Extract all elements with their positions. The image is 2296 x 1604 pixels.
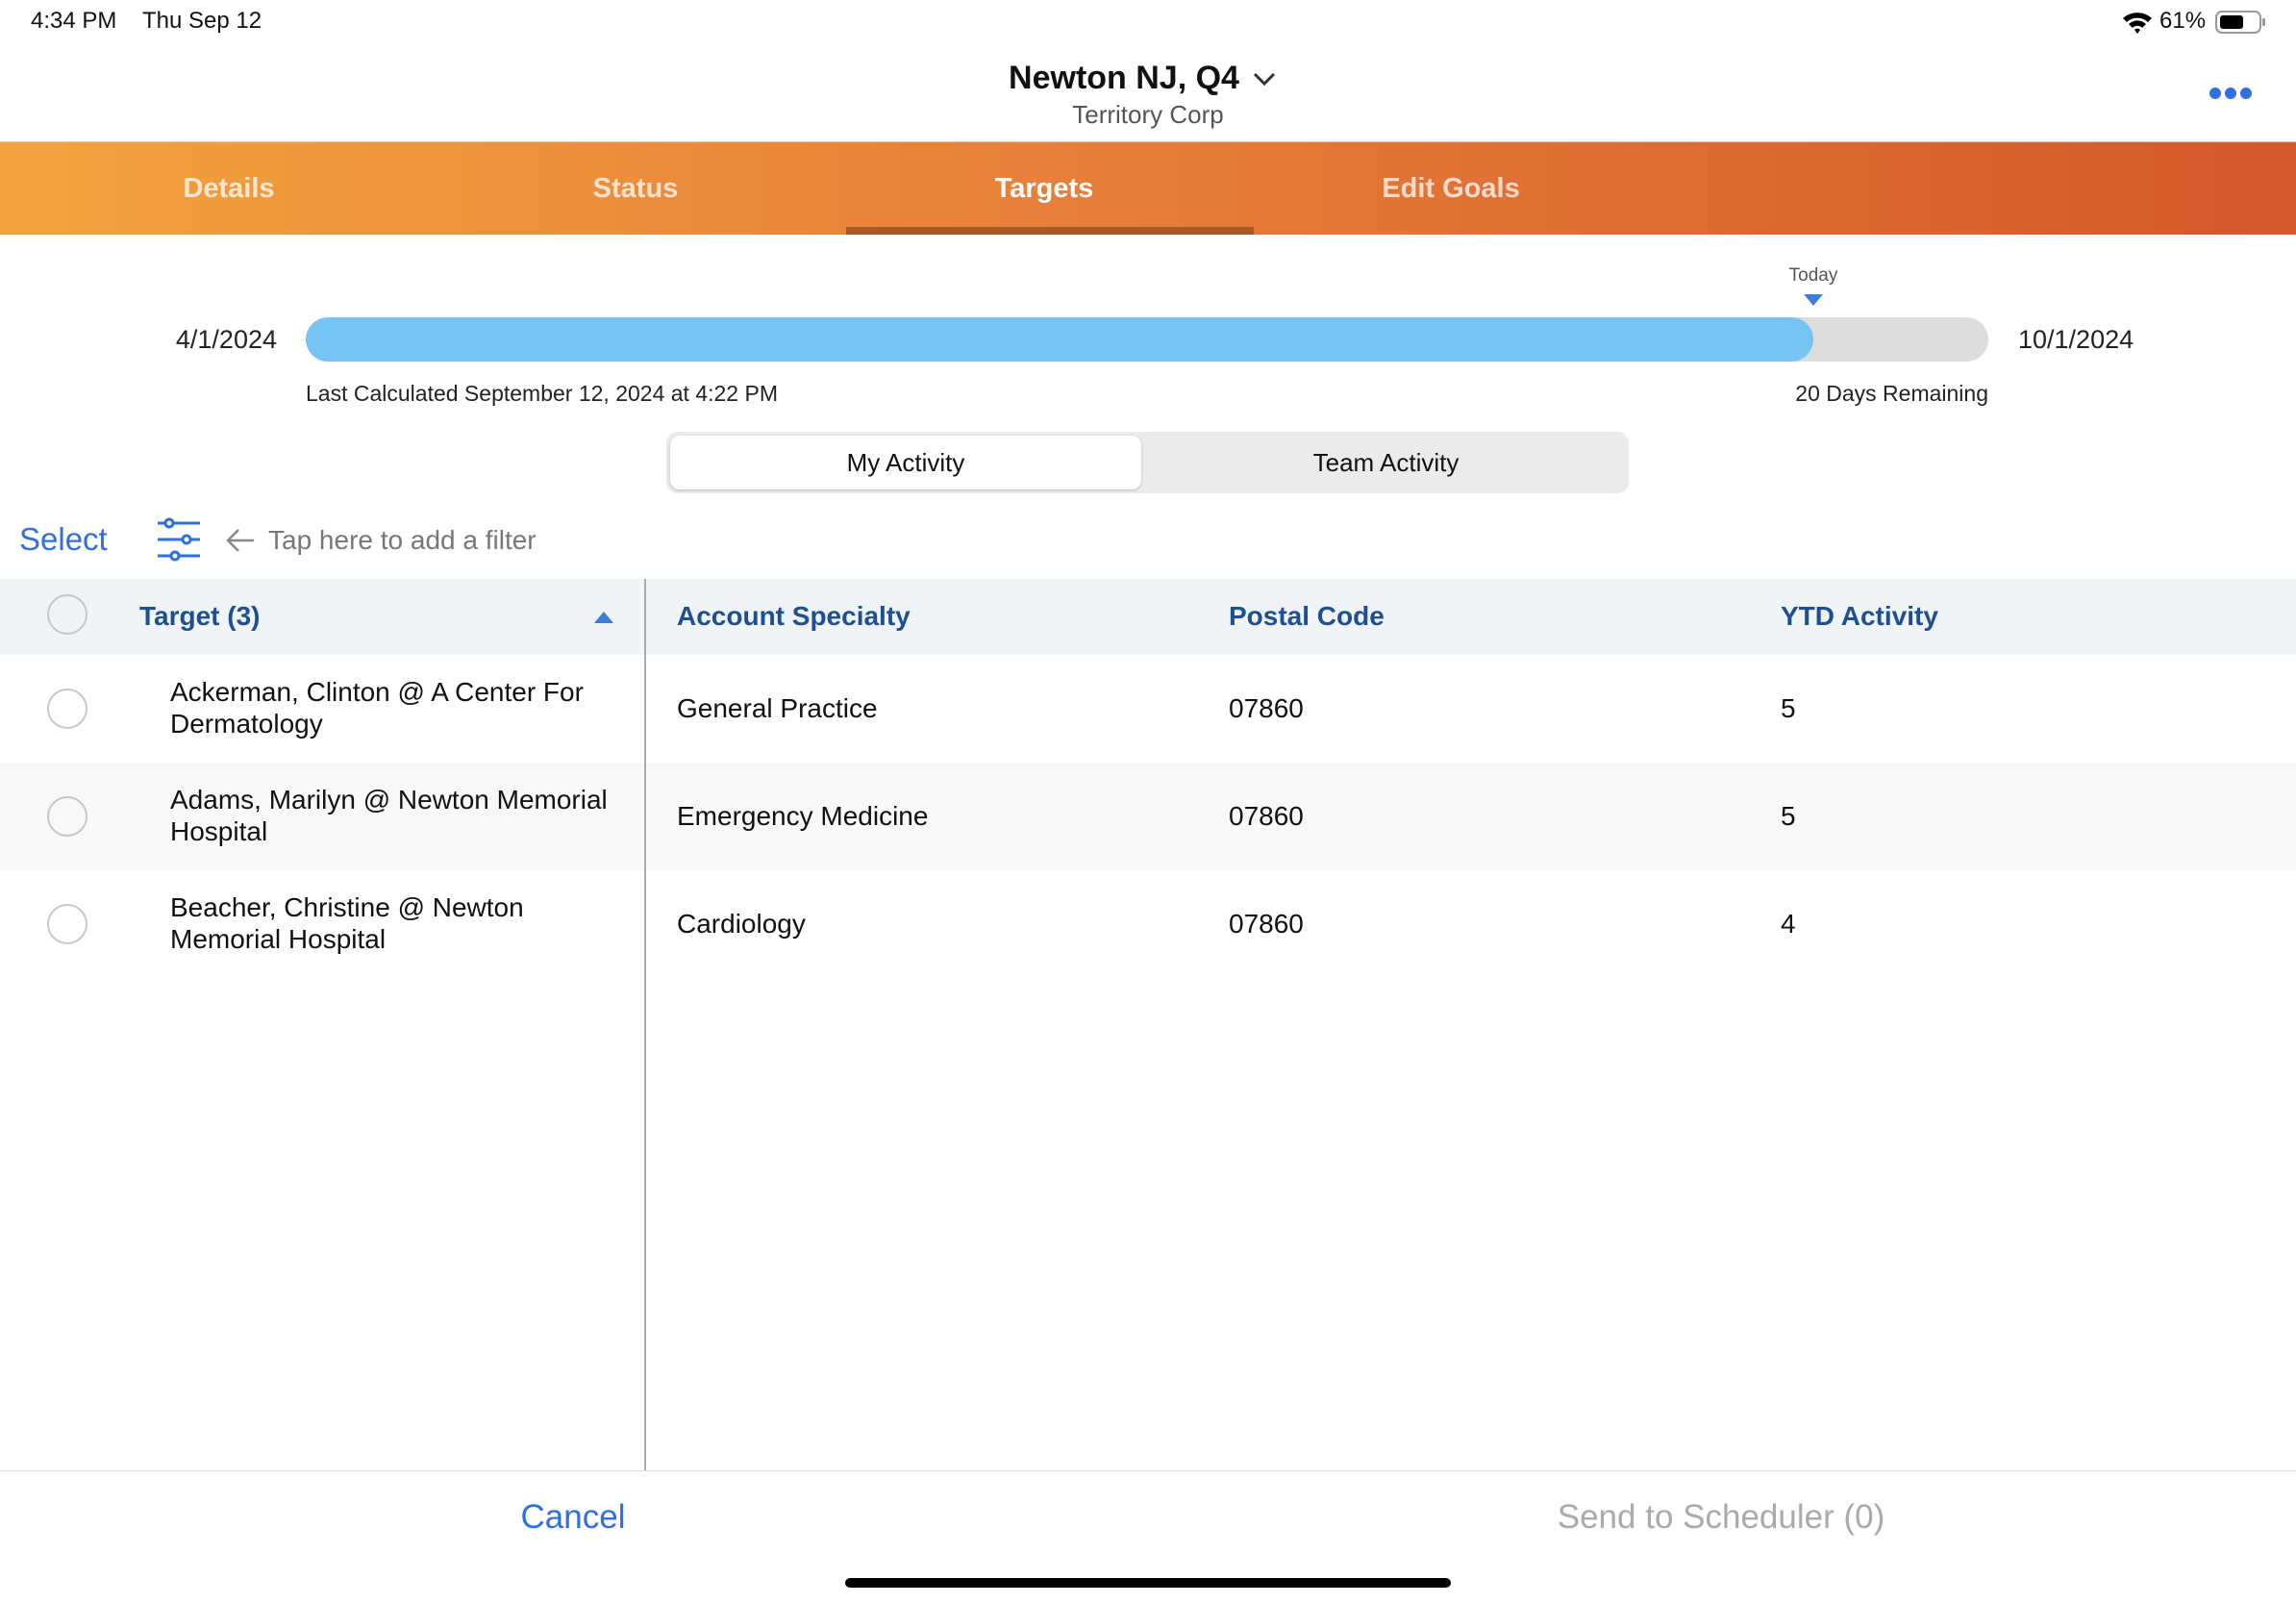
home-indicator [845, 1578, 1451, 1588]
filter-icon[interactable] [156, 517, 202, 562]
tab[interactable]: Edit Goals [1382, 173, 1520, 204]
last-calculated: Last Calculated September 12, 2024 at 4:… [306, 381, 778, 406]
cell: Emergency Medicine [677, 801, 929, 831]
cell: 4 [1781, 909, 1796, 939]
tab-bar: Details Status Targets Edit Goals [0, 142, 2296, 235]
more-button[interactable] [2208, 85, 2254, 102]
days-remaining: 20 Days Remaining [1795, 381, 1988, 406]
segment[interactable]: My Activity [670, 436, 1141, 489]
table-row[interactable]: Beacher, Christine @ Newton Memorial Hos… [0, 870, 2296, 978]
start-date: 4/1/2024 [175, 325, 277, 354]
arrow-left [226, 529, 254, 552]
cell: 5 [1781, 801, 1796, 831]
row-checkbox[interactable] [47, 904, 87, 944]
divider [0, 141, 2296, 142]
end-date: 10/1/2024 [2018, 325, 2134, 354]
tab[interactable]: Targets [994, 173, 1094, 204]
column-header: YTD Activity [1781, 601, 1938, 631]
target-name: Beacher, Christine @ Newton Memorial Hos… [170, 892, 524, 954]
select-button[interactable]: Select [19, 521, 108, 557]
divider [0, 1470, 2296, 1471]
cell: Cardiology [677, 909, 806, 939]
status-date: Thu Sep 12 [142, 8, 262, 34]
today-label: Today [1788, 265, 1838, 286]
target-name: Adams, Marilyn @ Newton Memorial Hospita… [170, 785, 608, 846]
send-button[interactable]: Send to Scheduler (0) [1557, 1498, 1885, 1536]
cancel-button[interactable]: Cancel [520, 1498, 626, 1536]
progress-track [306, 317, 1988, 362]
cell: 07860 [1229, 801, 1304, 831]
column-divider [644, 579, 646, 1470]
title-text: Newton NJ, Q4 [1009, 60, 1239, 96]
sort-indicator[interactable] [594, 612, 613, 623]
table-row[interactable]: Adams, Marilyn @ Newton Memorial Hospita… [0, 763, 2296, 870]
target-name: Ackerman, Clinton @ A Center For Dermato… [170, 677, 584, 739]
column-header: Account Specialty [677, 601, 911, 631]
chevron-down [1253, 72, 1276, 87]
cell: General Practice [677, 693, 878, 723]
tab[interactable]: Details [183, 173, 275, 204]
progress-fill [306, 317, 1813, 362]
battery-text: 61% [2159, 8, 2207, 34]
row-checkbox[interactable] [47, 796, 87, 837]
wifi-icon [2123, 13, 2152, 34]
row-checkbox[interactable] [47, 689, 87, 729]
cell: 5 [1781, 693, 1796, 723]
battery-icon [2215, 11, 2265, 34]
cell: 07860 [1229, 909, 1304, 939]
select-all-checkbox[interactable] [47, 594, 87, 635]
header-subtitle: Territory Corp [1072, 100, 1224, 129]
status-time: 4:34 PM [31, 8, 117, 34]
table-header [0, 579, 2296, 655]
segment[interactable]: Team Activity [1312, 448, 1460, 477]
column-header[interactable]: Target (3) [139, 601, 261, 631]
segmented-control: My Activity Team Activity [666, 432, 1629, 493]
cell: 07860 [1229, 693, 1304, 723]
tab[interactable]: Status [592, 173, 679, 204]
column-header: Postal Code [1229, 601, 1385, 631]
filter-hint: Tap here to add a filter [268, 525, 537, 555]
tab-underline [846, 227, 1254, 235]
table-row[interactable]: Ackerman, Clinton @ A Center For Dermato… [0, 655, 2296, 763]
today-marker [1804, 294, 1823, 306]
header-title[interactable]: Newton NJ, Q4 [0, 60, 2296, 97]
